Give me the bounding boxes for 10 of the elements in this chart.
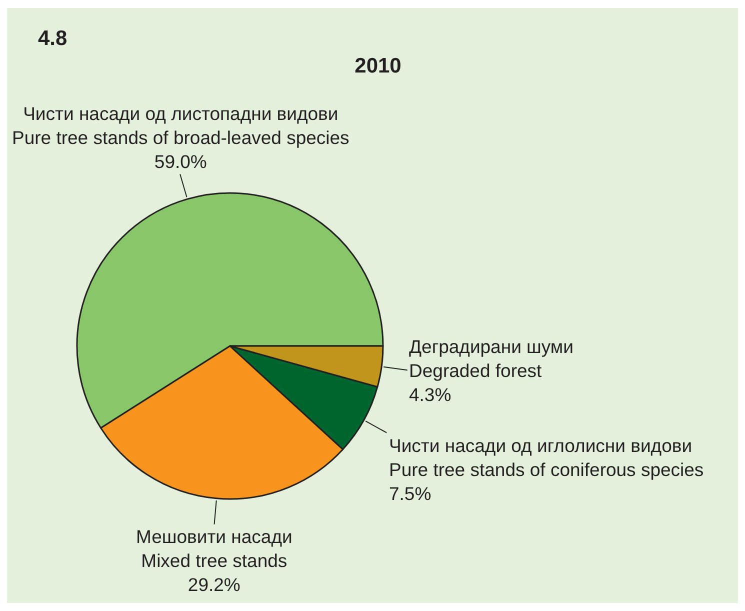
slice-label: Чисти насади од листопадни видови Pure tree stands of broad-leaved species bbox=[12, 103, 350, 148]
data-label: 7.5% bbox=[389, 483, 432, 504]
text: 4.8 bbox=[38, 27, 68, 50]
data-label: 4.3% bbox=[409, 384, 452, 406]
slice-label: Мешовити насади Mixed tree stands bbox=[136, 526, 292, 572]
data-label: 59.0% bbox=[154, 151, 207, 172]
slice-label: Деградирани шуми Degraded forest bbox=[409, 336, 574, 382]
slice-label: Чисти насади од иглолисни видови Pure tree stands of coniferous species bbox=[389, 435, 704, 480]
data-label: 29.2% bbox=[188, 574, 240, 596]
chart-title: 2010 bbox=[354, 54, 402, 78]
